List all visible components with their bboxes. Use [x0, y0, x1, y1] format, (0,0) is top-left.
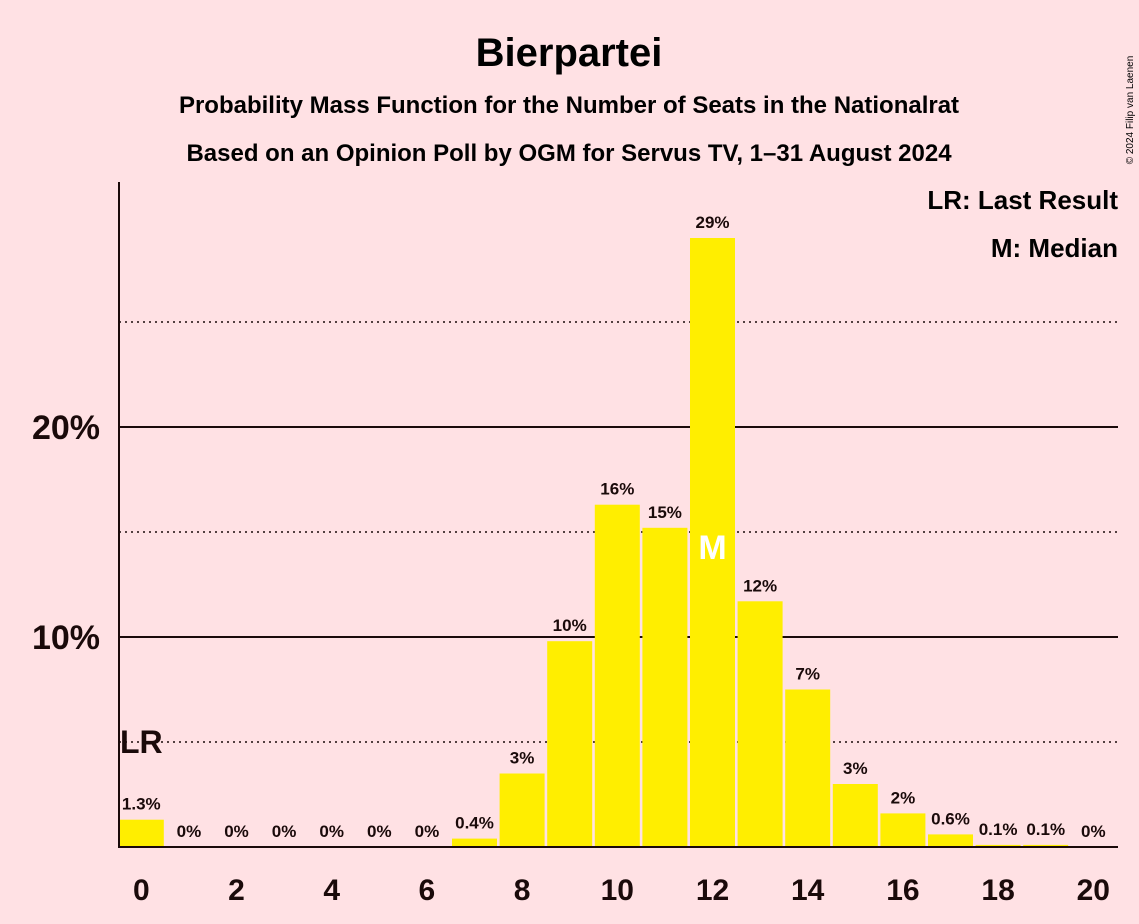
data-label-11: 15% — [648, 503, 682, 522]
legend-last-result: LR: Last Result — [927, 185, 1118, 215]
data-label-18: 0.1% — [979, 820, 1018, 839]
y-tick-label: 20% — [32, 409, 100, 447]
data-label-4: 0% — [319, 822, 344, 841]
data-label-8: 3% — [510, 749, 535, 768]
markers: LR M — [120, 529, 727, 760]
chart-title: Bierpartei — [476, 31, 663, 75]
x-tick-label: 4 — [323, 874, 340, 907]
bar-15 — [832, 784, 878, 847]
chart-subtitle-1: Probability Mass Function for the Number… — [179, 92, 959, 119]
data-label-0: 1.3% — [122, 795, 161, 814]
data-label-7: 0.4% — [455, 814, 494, 833]
x-tick-label: 20 — [1077, 874, 1110, 907]
data-label-13: 12% — [743, 576, 777, 595]
x-tick-label: 8 — [514, 874, 531, 907]
bar-12 — [690, 238, 735, 847]
x-tick-label: 12 — [696, 874, 729, 907]
x-tick-label: 2 — [228, 874, 245, 907]
x-tick-label: 0 — [133, 874, 150, 907]
bar-18 — [975, 844, 1021, 847]
x-tick-label: 18 — [981, 874, 1014, 907]
median-marker: M — [698, 529, 726, 567]
data-label-1: 0% — [177, 822, 202, 841]
bar-10 — [594, 504, 640, 847]
legend-median: M: Median — [991, 233, 1118, 263]
data-label-12: 29% — [695, 213, 729, 232]
bar-17 — [928, 834, 973, 847]
bar-11 — [642, 527, 688, 847]
x-tick-label: 14 — [791, 874, 825, 907]
bar-19 — [1023, 844, 1069, 847]
data-label-16: 2% — [891, 788, 916, 807]
data-label-17: 0.6% — [931, 809, 970, 828]
bars — [118, 238, 1069, 847]
data-label-3: 0% — [272, 822, 297, 841]
data-label-14: 7% — [795, 665, 820, 684]
y-tick-label: 10% — [32, 619, 100, 657]
data-label-15: 3% — [843, 759, 868, 778]
bar-14 — [785, 689, 831, 847]
chart-subtitle-2: Based on an Opinion Poll by OGM for Serv… — [186, 140, 952, 167]
data-label-19: 0.1% — [1026, 820, 1065, 839]
x-tick-label: 6 — [419, 874, 436, 907]
data-label-6: 0% — [415, 822, 440, 841]
copyright-notice: © 2024 Filip van Laenen — [1125, 56, 1136, 165]
data-labels: 1.3% 0% 0% 0% 0% 0% 0% 0.4% 3% 10% 16% 15% 29% 12% 7% 3… — [122, 213, 1106, 841]
bar-13 — [737, 601, 783, 847]
bar-9 — [547, 641, 593, 847]
data-label-2: 0% — [224, 822, 249, 841]
bar-7 — [452, 838, 497, 847]
data-label-20: 0% — [1081, 822, 1106, 841]
data-label-9: 10% — [553, 616, 587, 635]
axes: 0 2 4 6 8 10 12 14 16 18 20 — [118, 182, 1118, 907]
last-result-marker: LR — [120, 724, 163, 760]
data-label-5: 0% — [367, 822, 392, 841]
bar-16 — [880, 813, 926, 847]
bar-8 — [499, 773, 545, 847]
bar-0 — [118, 819, 164, 847]
x-tick-label: 10 — [601, 874, 634, 907]
data-label-10: 16% — [600, 480, 634, 499]
x-tick-label: 16 — [886, 874, 919, 907]
